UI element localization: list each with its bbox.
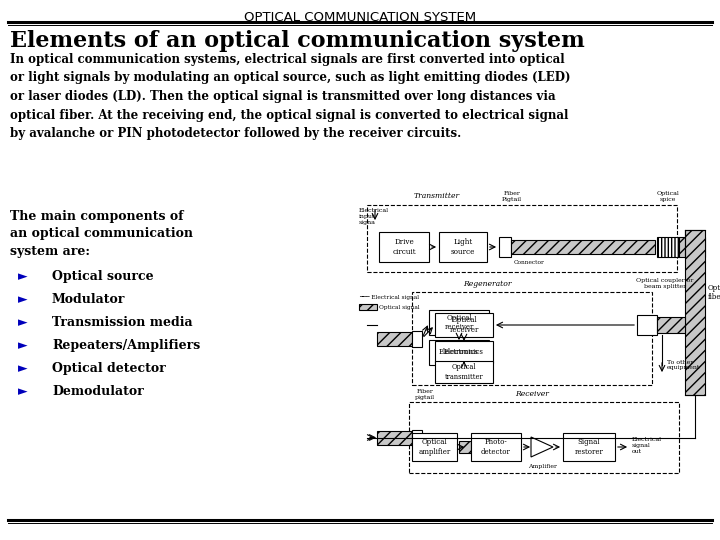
Text: Light
source: Light source xyxy=(451,238,475,255)
Bar xyxy=(471,433,521,461)
Text: The main components of
an optical communication
system are:: The main components of an optical commun… xyxy=(10,210,193,258)
Bar xyxy=(359,304,377,310)
Bar xyxy=(412,433,457,461)
Text: Optical source: Optical source xyxy=(52,270,153,283)
Bar xyxy=(563,433,615,461)
Text: Electronics: Electronics xyxy=(439,348,479,356)
Text: OPTICAL COMMUNICATION SYSTEM: OPTICAL COMMUNICATION SYSTEM xyxy=(244,11,476,24)
Bar xyxy=(435,313,493,337)
Text: ►: ► xyxy=(18,293,27,306)
Text: Optical signal: Optical signal xyxy=(379,305,420,309)
Text: Electrical
input
signa: Electrical input signa xyxy=(359,208,389,225)
Text: Electronics: Electronics xyxy=(444,348,484,356)
Text: Fiber
pigtail: Fiber pigtail xyxy=(415,389,435,400)
Text: Optical
receiver: Optical receiver xyxy=(444,314,474,331)
Text: Regenerator: Regenerator xyxy=(463,280,511,288)
Bar xyxy=(379,232,429,262)
Bar xyxy=(435,341,493,363)
Polygon shape xyxy=(531,437,553,457)
Text: ►: ► xyxy=(18,316,27,329)
Bar xyxy=(637,315,657,335)
Bar xyxy=(367,205,677,272)
Bar xyxy=(657,237,679,257)
Text: Transmission media: Transmission media xyxy=(52,316,193,329)
Text: Signal
restorer: Signal restorer xyxy=(575,438,603,456)
Text: To other
equipment: To other equipment xyxy=(667,360,701,370)
Text: Optical
transmitter: Optical transmitter xyxy=(445,363,483,381)
Bar xyxy=(459,441,471,453)
Bar xyxy=(499,237,511,257)
Text: ►: ► xyxy=(18,362,27,375)
Bar xyxy=(429,340,489,365)
Text: Optical coupler or
beam splitter: Optical coupler or beam splitter xyxy=(636,278,693,289)
Text: Optical
spice: Optical spice xyxy=(657,191,680,202)
Text: Optical detector: Optical detector xyxy=(52,362,166,375)
Bar xyxy=(657,317,685,333)
Text: Receiver: Receiver xyxy=(515,390,549,398)
Bar xyxy=(412,429,422,445)
Text: Amplifier: Amplifier xyxy=(528,464,557,469)
Text: Modulator: Modulator xyxy=(52,293,125,306)
Text: Optical
receiver: Optical receiver xyxy=(449,316,479,334)
Bar xyxy=(412,292,652,385)
Text: ►: ► xyxy=(18,385,27,398)
Text: In optical communication systems, electrical signals are first converted into op: In optical communication systems, electr… xyxy=(10,53,570,140)
Bar xyxy=(679,237,705,257)
Bar xyxy=(429,310,489,335)
Text: Connector: Connector xyxy=(514,260,545,265)
Bar xyxy=(409,402,679,473)
Text: Photo-
detector: Photo- detector xyxy=(481,438,511,456)
Bar xyxy=(435,361,493,383)
Text: Repeaters/Amplifiers: Repeaters/Amplifiers xyxy=(52,339,200,352)
Text: Optical
amplifier: Optical amplifier xyxy=(418,438,451,456)
Text: Optical
fiber: Optical fiber xyxy=(708,284,720,301)
Text: Electrical
signal
out: Electrical signal out xyxy=(632,437,662,454)
Bar xyxy=(439,232,487,262)
Bar xyxy=(412,330,422,347)
Text: Transmitter: Transmitter xyxy=(414,192,460,200)
Text: Elements of an optical communication system: Elements of an optical communication sys… xyxy=(10,30,585,52)
Text: ►: ► xyxy=(18,270,27,283)
Bar xyxy=(377,430,412,444)
Bar xyxy=(685,230,705,395)
Text: Fiber
Pigtail: Fiber Pigtail xyxy=(502,191,522,202)
Text: Demodulator: Demodulator xyxy=(52,385,144,398)
Text: Drive
circuit: Drive circuit xyxy=(392,238,416,255)
Bar xyxy=(511,240,655,254)
Text: ─── Electrical signal: ─── Electrical signal xyxy=(359,295,419,300)
Text: ►: ► xyxy=(18,339,27,352)
Bar xyxy=(377,332,412,346)
